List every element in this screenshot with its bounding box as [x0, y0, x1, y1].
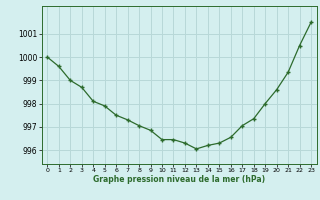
X-axis label: Graphe pression niveau de la mer (hPa): Graphe pression niveau de la mer (hPa) — [93, 175, 265, 184]
